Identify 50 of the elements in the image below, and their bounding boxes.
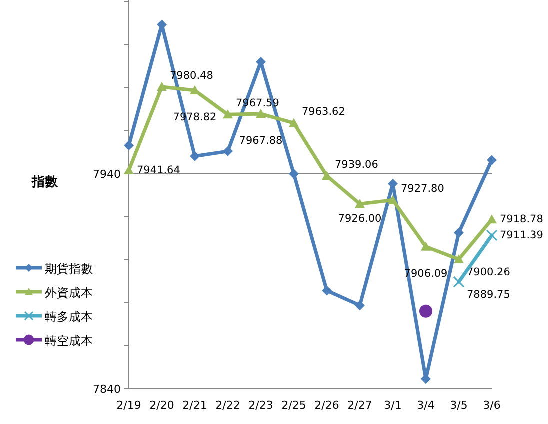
point	[420, 304, 432, 318]
data-label: 7939.06	[335, 159, 379, 172]
data-label: 7911.39	[500, 230, 544, 242]
point	[487, 214, 497, 224]
point	[388, 195, 398, 204]
x-tick-label: 2/20	[150, 399, 174, 412]
y-tick-label: 7840	[93, 383, 121, 396]
point	[157, 82, 167, 91]
point	[190, 151, 200, 162]
point	[289, 169, 299, 179]
data-label: 7900.26	[467, 266, 511, 278]
data-label: 7889.75	[467, 289, 510, 302]
point	[223, 146, 233, 156]
data-label: 7967.88	[239, 135, 283, 148]
x-tick-label: 3/5	[450, 399, 468, 412]
legend-label: 期貨指數	[45, 262, 93, 276]
x-tick-label: 3/1	[384, 399, 402, 412]
x-tick-label: 3/6	[483, 399, 501, 412]
x-tick-label: 2/23	[248, 399, 274, 412]
point	[322, 286, 332, 296]
point	[487, 155, 497, 166]
point	[322, 171, 332, 180]
point	[256, 109, 266, 118]
data-label: 7918.78	[500, 214, 544, 226]
point	[421, 242, 431, 251]
x-tick-label: 2/22	[216, 399, 240, 412]
data-label: 7941.64	[137, 164, 181, 176]
data-label: 7926.00	[338, 213, 382, 226]
y-tick-label: 7940	[93, 168, 121, 181]
point	[454, 228, 464, 238]
point	[124, 140, 134, 151]
legend-label: 外資成本	[45, 286, 93, 300]
legend-label: 轉多成本	[45, 310, 93, 324]
x-tick-label: 2/25	[282, 399, 306, 412]
point	[355, 199, 365, 208]
data-label: 7963.62	[302, 106, 346, 118]
x-tick-label: 2/26	[314, 399, 340, 412]
x-tick-label: 3/4	[417, 399, 435, 412]
x-tick-label: 2/27	[348, 399, 372, 412]
legend-label: 轉空成本	[45, 334, 93, 348]
point	[453, 276, 465, 288]
point	[454, 254, 464, 264]
point	[486, 230, 498, 242]
y-axis-title: 指數	[31, 175, 59, 190]
x-tick-label: 2/19	[116, 399, 142, 412]
point	[355, 300, 365, 311]
data-label: 7927.80	[401, 183, 444, 196]
point	[223, 110, 233, 119]
point	[289, 118, 299, 128]
x-tick-label: 2/21	[182, 399, 208, 412]
